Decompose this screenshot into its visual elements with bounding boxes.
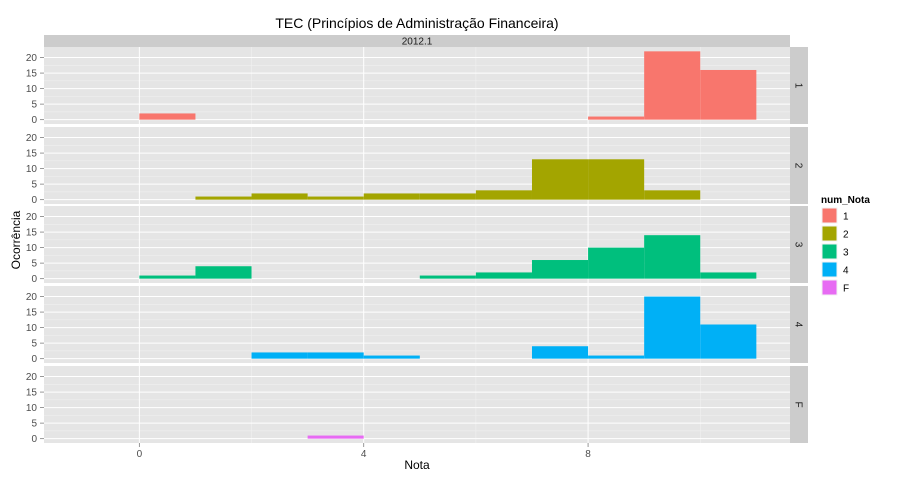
y-tick-label: 10 <box>26 164 38 175</box>
legend-items: 1 2 3 4 F <box>820 206 849 297</box>
row-strip <box>790 127 808 204</box>
y-tick-label: 15 <box>26 149 38 160</box>
legend-title: num_Nota <box>821 195 870 206</box>
histogram-bar <box>644 296 701 359</box>
x-tick-label: 4 <box>361 449 367 460</box>
histogram-bar <box>139 275 196 279</box>
row-strip-label: 1 <box>793 83 804 89</box>
y-tick-label: 15 <box>26 69 38 80</box>
y-tick-label: 15 <box>26 308 38 319</box>
histogram-bar <box>644 190 701 200</box>
y-tick-label: 5 <box>31 180 37 191</box>
facet-panel-4: 0 5 10 15 20 4 <box>26 286 808 365</box>
row-strip <box>790 47 808 124</box>
y-tick-label: 15 <box>26 388 38 399</box>
y-tick-label: 5 <box>31 339 37 350</box>
legend-swatch <box>822 280 837 295</box>
row-strip-label: 4 <box>793 322 804 328</box>
x-tick-label: 0 <box>137 449 143 460</box>
column-strip <box>44 35 790 47</box>
histogram-bar <box>588 355 645 359</box>
histogram-bar <box>588 116 645 120</box>
histogram-bar <box>700 272 757 279</box>
y-tick-label: 15 <box>26 228 38 239</box>
legend-swatch <box>822 244 837 259</box>
legend-label: 3 <box>843 248 849 259</box>
y-tick-label: 0 <box>31 274 37 285</box>
facet-panels: 0510152010510152020510152030510152040510… <box>26 47 808 445</box>
y-tick-label: 0 <box>31 115 37 126</box>
row-strip <box>790 366 808 443</box>
legend-item-2: 2 <box>820 224 849 243</box>
histogram-bar <box>644 51 701 120</box>
histogram-bar <box>195 196 252 200</box>
y-tick-label: 10 <box>26 84 38 95</box>
y-tick-label: 10 <box>26 403 38 414</box>
y-tick-label: 5 <box>31 100 37 111</box>
row-strip <box>790 206 808 283</box>
legend-swatch <box>822 262 837 277</box>
row-strip <box>790 286 808 363</box>
y-tick-label: 10 <box>26 323 38 334</box>
histogram-bar <box>588 247 645 279</box>
row-strip-label: 2 <box>793 163 804 169</box>
histogram-bar <box>307 196 364 200</box>
row-strip-label: F <box>793 401 804 407</box>
y-tick-label: 5 <box>31 419 37 430</box>
legend-item-4: 4 <box>820 260 849 279</box>
facet-panel-1: 0 5 10 15 20 1 <box>26 47 808 126</box>
histogram-bar <box>363 193 420 200</box>
y-tick-label: 5 <box>31 259 37 270</box>
legend-item-3: 3 <box>820 242 849 261</box>
histogram-bar <box>195 266 252 279</box>
histogram-bar <box>251 193 308 200</box>
y-tick-label: 20 <box>26 292 38 303</box>
legend-item-F: F <box>820 278 849 297</box>
histogram-bar <box>700 69 757 120</box>
histogram-bar <box>363 355 420 359</box>
y-tick-label: 10 <box>26 243 38 254</box>
y-tick-label: 0 <box>31 195 37 206</box>
histogram-bar <box>475 190 532 200</box>
y-tick-label: 20 <box>26 53 38 64</box>
histogram-bar <box>588 159 645 200</box>
row-strip-label: 3 <box>793 242 804 248</box>
chart-title: TEC (Princípios de Administração Finance… <box>275 15 558 31</box>
histogram-bar <box>251 352 308 359</box>
histogram-bar <box>475 272 532 279</box>
y-tick-label: 0 <box>31 434 37 445</box>
histogram-bar <box>531 159 589 200</box>
legend-item-1: 1 <box>820 206 849 225</box>
x-axis-title: Nota <box>404 458 430 472</box>
histogram-bar <box>419 193 476 200</box>
legend-label: F <box>843 284 849 295</box>
legend-label: 1 <box>843 212 849 223</box>
histogram-bar <box>307 352 364 359</box>
y-tick-label: 20 <box>26 133 38 144</box>
histogram-bar <box>307 435 364 439</box>
histogram-bar <box>139 113 196 120</box>
histogram-bar <box>531 346 589 359</box>
legend-label: 2 <box>843 230 849 241</box>
histogram-bar <box>531 260 589 279</box>
x-axis-ticks: 0 4 8 <box>137 443 591 460</box>
y-tick-label: 20 <box>26 372 38 383</box>
histogram-bar <box>419 275 476 279</box>
legend-label: 4 <box>843 266 849 277</box>
histogram-bar <box>644 235 701 279</box>
legend: num_Nota 1 2 3 4 F <box>820 195 870 297</box>
y-tick-label: 20 <box>26 212 38 223</box>
column-strip-label: 2012.1 <box>402 37 433 48</box>
y-axis-title: Ocorrência <box>9 210 23 269</box>
facet-panel-2: 0 5 10 15 20 2 <box>26 127 808 206</box>
x-tick-label: 8 <box>585 449 591 460</box>
histogram-bar <box>700 324 757 359</box>
legend-swatch <box>822 208 837 223</box>
facet-panel-F: 0 5 10 15 20 F <box>26 366 808 445</box>
y-tick-label: 0 <box>31 354 37 365</box>
legend-swatch <box>822 226 837 241</box>
facet-panel-3: 0 5 10 15 20 3 <box>26 206 808 285</box>
panel-background <box>44 366 790 443</box>
